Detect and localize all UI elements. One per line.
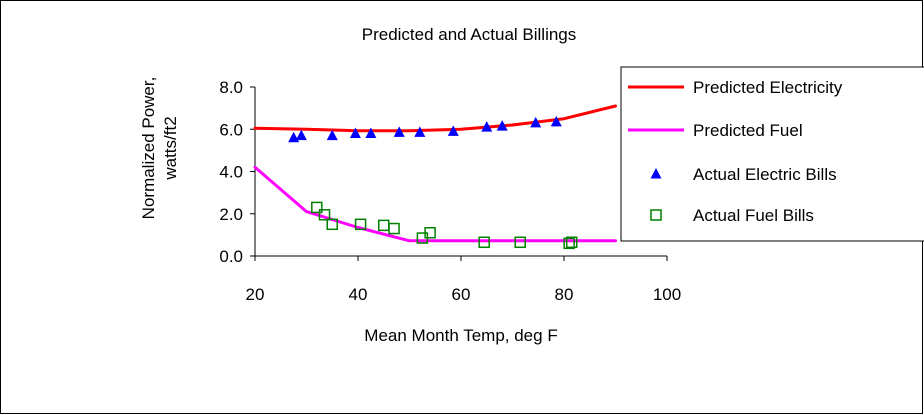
- data-point-actual-electric-bills: [414, 126, 426, 137]
- legend-swatch: [650, 168, 662, 179]
- data-point-actual-fuel-bills: [565, 236, 578, 249]
- data-point-actual-electric-bills: [349, 127, 361, 138]
- x-axis-label: Mean Month Temp, deg F: [364, 326, 557, 345]
- data-point-actual-electric-bills: [496, 120, 508, 131]
- data-point-actual-electric-bills: [481, 121, 493, 132]
- data-point-actual-fuel-bills: [318, 209, 331, 221]
- legend-label: Predicted Fuel: [693, 121, 803, 140]
- data-point-actual-electric-bills: [550, 115, 562, 127]
- data-point-actual-fuel-bills: [326, 218, 338, 231]
- data-point-actual-fuel-bills: [563, 237, 575, 250]
- data-point-actual-electric-bills: [365, 127, 377, 138]
- data-point-actual-electric-bills: [326, 129, 338, 141]
- legend-label: Predicted Electricity: [693, 78, 843, 97]
- data-point-actual-electric-bills: [393, 126, 405, 137]
- data-point-actual-fuel-bills: [354, 218, 367, 231]
- x-tick-label: 100: [653, 285, 681, 304]
- legend: Predicted Electricity Predicted Fuel Actua…: [620, 66, 924, 242]
- data-point-actual-fuel-bills: [311, 201, 323, 214]
- y-tick-label: 6.0: [219, 120, 243, 139]
- series-line-predicted-fuel: [253, 165, 617, 243]
- x-tick-label: 60: [452, 285, 471, 304]
- legend-label: Actual Electric Bills: [693, 165, 837, 184]
- y-tick-label: 0.0: [219, 247, 243, 266]
- x-tick-label: 40: [349, 285, 368, 304]
- x-tick-label: 80: [555, 285, 574, 304]
- series-group: [253, 104, 617, 250]
- data-point-actual-fuel-bills: [514, 236, 526, 249]
- legend-label: Actual Fuel Bills: [693, 206, 814, 225]
- y-axis-label-line-1: Normalized Power,: [139, 77, 158, 220]
- legend-box: [620, 66, 924, 242]
- data-point-actual-electric-bills: [530, 116, 542, 128]
- data-point-actual-fuel-bills: [478, 236, 490, 249]
- chart-title: Predicted and Actual Billings: [362, 25, 577, 44]
- y-axis-label-line-2: watts/ft2: [161, 116, 180, 180]
- data-point-actual-fuel-bills: [424, 227, 436, 239]
- y-tick-label: 2.0: [219, 205, 243, 224]
- y-tick-label: 8.0: [219, 78, 243, 97]
- data-point-actual-electric-bills: [447, 125, 459, 136]
- x-tick-label: 20: [246, 285, 265, 304]
- data-point-actual-electric-bills: [295, 129, 307, 141]
- data-point-actual-fuel-bills: [388, 222, 400, 235]
- axis-group: 0.0 2.0 4.0 6.0 8.0 20 40 60 80 100: [219, 78, 681, 304]
- legend-swatch: [650, 209, 662, 221]
- y-tick-label: 4.0: [219, 163, 243, 182]
